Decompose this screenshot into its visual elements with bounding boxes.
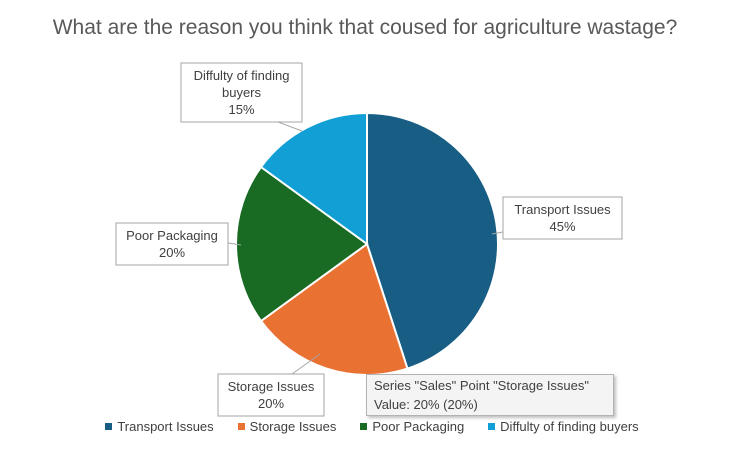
- legend-label: Storage Issues: [249, 419, 337, 434]
- legend-item-poor-packaging[interactable]: Poor Packaging: [360, 419, 464, 434]
- legend-swatch: [488, 423, 496, 430]
- data-label-poor-packaging: Poor Packaging 20%: [115, 222, 242, 266]
- chart-title: What are the reason you think that couse…: [52, 16, 678, 39]
- legend-swatch: [105, 423, 113, 430]
- callout-box: [502, 196, 623, 240]
- pie-slice-diffulty-of-finding-buyers[interactable]: [259, 111, 368, 246]
- legend-item-storage-issues[interactable]: Storage Issues: [237, 419, 337, 434]
- tooltip-series-line: Series "Sales" Point "Storage Issues": [374, 378, 590, 393]
- callout-leader-line: [277, 121, 303, 132]
- chart-tooltip: Series "Sales" Point "Storage Issues" Va…: [366, 374, 614, 416]
- data-label-category: Storage Issues: [228, 379, 315, 394]
- data-label-category: Poor Packaging: [126, 228, 218, 243]
- data-label-percent: 20%: [258, 396, 284, 411]
- legend-swatch: [360, 423, 368, 430]
- data-label-percent: 45%: [549, 219, 575, 234]
- callout-leader-line: [491, 231, 504, 235]
- data-label-category: Transport Issues: [514, 202, 611, 217]
- data-label-category: buyers: [222, 85, 262, 100]
- pie-slice-storage-issues[interactable]: [259, 242, 409, 376]
- legend-item-transport-issues[interactable]: Transport Issues: [105, 419, 214, 434]
- legend-label: Transport Issues: [117, 419, 214, 434]
- legend-label: Diffulty of finding buyers: [500, 419, 639, 434]
- callout-box: [115, 222, 229, 266]
- chart-legend: Transport Issues Storage Issues Poor Packa…: [0, 419, 740, 434]
- callout-box: [217, 373, 325, 417]
- data-label-diffulty-of-finding-buyers: Diffulty of finding buyers 15%: [180, 62, 303, 132]
- callout-leader-line: [227, 242, 242, 246]
- tooltip-value-line: Value: 20% (20%): [374, 397, 478, 412]
- data-label-percent: 20%: [159, 245, 185, 260]
- pie-slice-transport-issues[interactable]: [366, 111, 499, 370]
- legend-swatch: [237, 423, 245, 430]
- data-label-percent: 15%: [228, 102, 254, 117]
- data-label-category: Diffulty of finding: [194, 68, 290, 83]
- data-label-transport-issues: Transport Issues 45%: [491, 196, 623, 240]
- callout-leader-line: [291, 353, 321, 375]
- data-label-storage-issues: Storage Issues 20%: [217, 353, 325, 417]
- legend-label: Poor Packaging: [372, 419, 465, 434]
- legend-item-diffulty-of-finding-buyers[interactable]: Diffulty of finding buyers: [488, 419, 639, 434]
- callout-box: [180, 62, 303, 123]
